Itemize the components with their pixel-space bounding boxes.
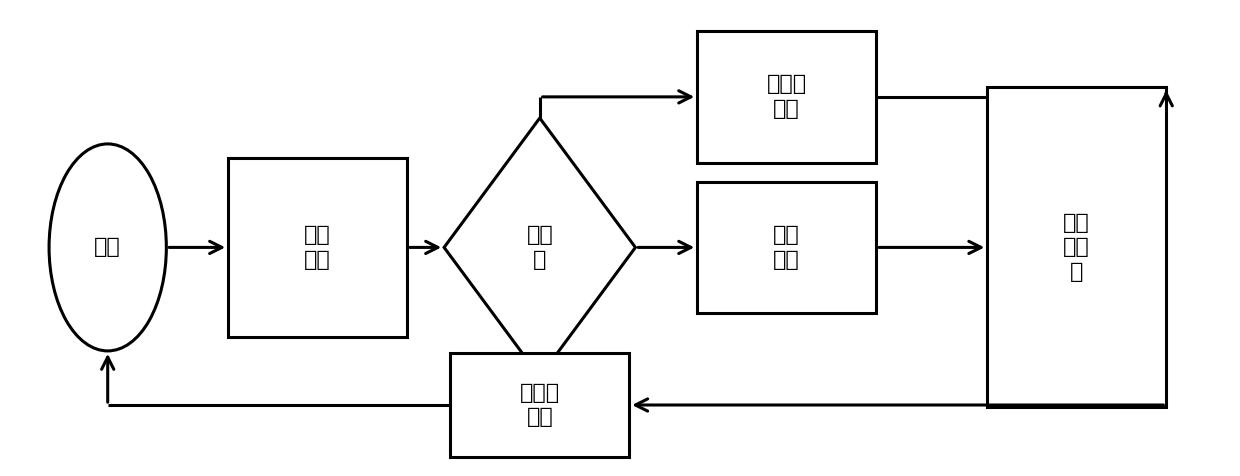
Text: 测温
感头: 测温 感头 xyxy=(774,225,800,270)
Polygon shape xyxy=(444,118,635,377)
Text: 角度传
感器: 角度传 感器 xyxy=(766,74,807,119)
Text: 测控
计算
机: 测控 计算 机 xyxy=(1064,213,1090,282)
Bar xyxy=(697,31,877,163)
Bar xyxy=(987,88,1167,407)
Bar xyxy=(228,158,407,337)
Bar xyxy=(450,353,629,457)
Ellipse shape xyxy=(50,144,166,351)
Text: 旋转
盘: 旋转 盘 xyxy=(527,225,553,270)
Bar xyxy=(697,181,877,313)
Text: 电机: 电机 xyxy=(94,238,122,258)
Text: 电机控
制器: 电机控 制器 xyxy=(520,383,559,427)
Text: 传动
机构: 传动 机构 xyxy=(304,225,331,270)
